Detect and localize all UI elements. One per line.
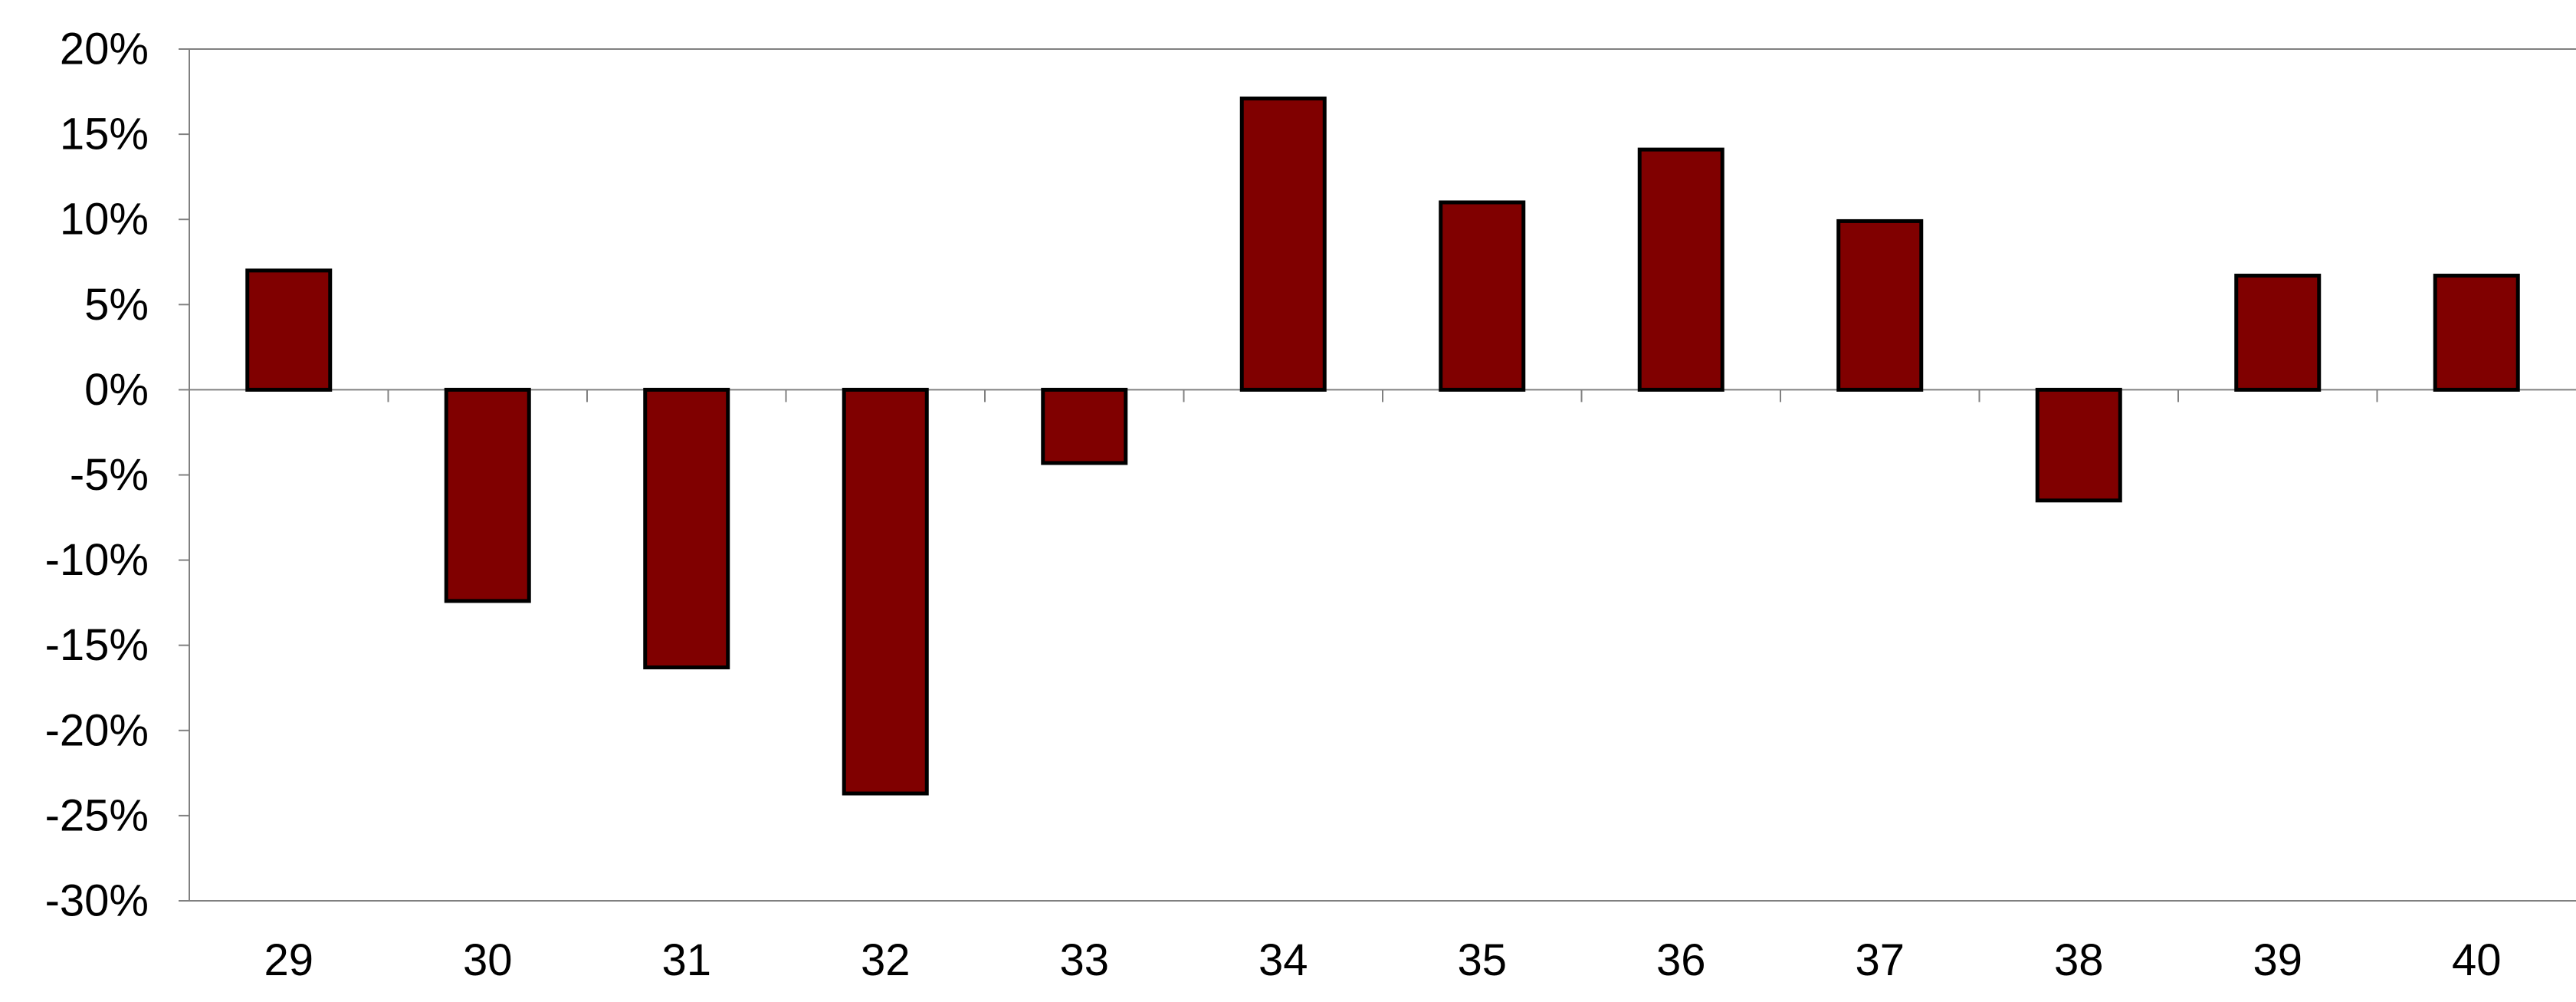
- x-tick-label: 32: [861, 935, 911, 985]
- bar-36: [1637, 147, 1724, 392]
- bar-32: [842, 387, 929, 796]
- x-tick-label: 39: [2253, 935, 2302, 985]
- bar-33: [1041, 387, 1128, 465]
- y-tick-label: 10%: [60, 195, 149, 245]
- bar-34: [1239, 96, 1327, 392]
- x-tick-label: 37: [1855, 935, 1905, 985]
- x-tick-label: 36: [1656, 935, 1706, 985]
- bar-29: [245, 268, 333, 392]
- bar-40: [2433, 274, 2520, 392]
- y-tick-label: -25%: [45, 790, 149, 840]
- x-tick-label: 40: [2452, 935, 2502, 985]
- x-tick-label: 33: [1059, 935, 1109, 985]
- y-tick-label: 5%: [84, 280, 149, 330]
- bar-39: [2234, 274, 2322, 392]
- y-tick-label: -15%: [45, 620, 149, 670]
- y-tick-label: -5%: [70, 450, 149, 500]
- bar-31: [643, 387, 730, 670]
- x-tick-label: 34: [1258, 935, 1308, 985]
- y-tick-label: 20%: [60, 25, 149, 74]
- x-tick-label: 29: [264, 935, 313, 985]
- x-tick-label: 30: [463, 935, 513, 985]
- x-tick-label: 38: [2054, 935, 2104, 985]
- y-tick-label: 15%: [60, 110, 149, 159]
- x-tick-label: 31: [661, 935, 711, 985]
- x-tick-label: 35: [1457, 935, 1507, 985]
- axes: [179, 48, 2576, 902]
- y-tick-label: -30%: [45, 876, 149, 926]
- bar-37: [1836, 218, 1924, 392]
- x-axis-tick-labels: 29 30 31 32 33 34 35 36 37 38 39 40: [264, 935, 2501, 985]
- bar-38: [2035, 387, 2122, 503]
- y-tick-label: 0%: [84, 365, 149, 415]
- y-tick-label: -10%: [45, 535, 149, 585]
- bars: [245, 96, 2520, 796]
- y-axis-tick-labels: 20% 15% 10% 5% 0% -5% -10% -15% -20% -25% -30%: [45, 25, 149, 926]
- bar-35: [1439, 200, 1526, 392]
- y-tick-label: -20%: [45, 705, 149, 755]
- bar-30: [444, 387, 531, 603]
